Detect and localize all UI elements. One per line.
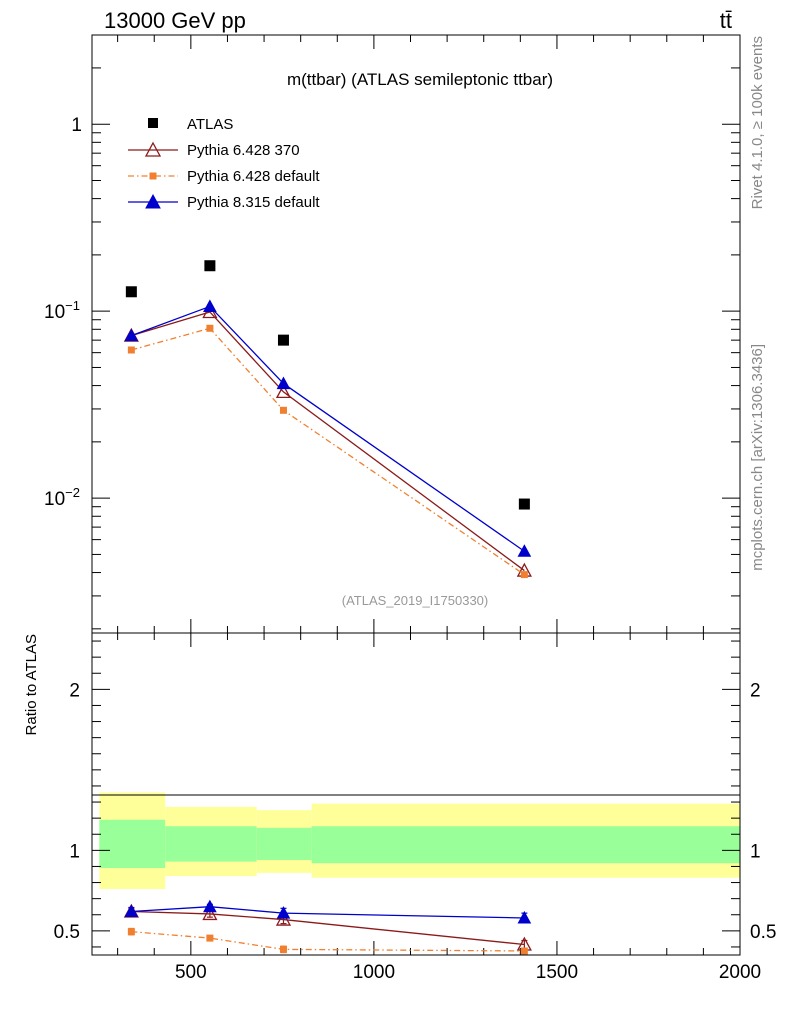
main-point-0-1 [204, 260, 216, 272]
ratio-series-2 [124, 899, 532, 924]
legend-atlas-label: ATLAS [187, 116, 233, 133]
ratio-xtick-label: 1000 [353, 962, 395, 983]
main-point-3-0 [124, 328, 139, 342]
ratio-series-0 [123, 903, 532, 951]
main-ytick-label: 10−2 [44, 485, 80, 510]
header-process-label: tt̄ [720, 8, 732, 33]
ratio-ylabel: Ratio to ATLAS [23, 634, 40, 735]
main-point-0-2 [277, 334, 289, 346]
ratio-point-2-2 [276, 906, 291, 919]
ratio-series-1 [127, 927, 528, 955]
ratio-series-marks [123, 899, 532, 955]
ratio-ytick-label-left: 1 [69, 841, 80, 862]
ratio-point-1-2 [279, 945, 287, 953]
ratio-band-inner-0 [99, 819, 166, 869]
legend-entry-pythia6-370: Pythia 6.428 370 [128, 141, 300, 159]
ratio-point-0-2 [275, 911, 292, 926]
main-point-2-3 [520, 571, 528, 579]
main-point-3-1 [203, 299, 217, 312]
ratio-point-2-0 [124, 904, 139, 918]
legend-pythia8-marker [145, 193, 161, 209]
ratio-ytick-label-right: 2 [750, 680, 761, 701]
main-ytick-label: 10−1 [44, 298, 80, 323]
main-point-0-0 [125, 286, 137, 298]
main-series-2 [127, 324, 528, 579]
legend-entry-pythia8: Pythia 8.315 default [128, 193, 320, 211]
legend-pythia6-370-label: Pythia 6.428 370 [187, 142, 300, 159]
ratio-band-inner-1 [165, 826, 257, 862]
ratio-band-inner-2 [256, 827, 312, 861]
main-point-3-3 [517, 544, 532, 557]
ratio-axis-ticks: 500 1000 1500 2000 0.5 0.5 1 1 2 2 [54, 633, 776, 983]
main-series-0 [125, 260, 530, 510]
rivet-version-label: Rivet 4.1.0, ≥ 100k events [749, 36, 766, 209]
legend-pythia6-default-label: Pythia 6.428 default [187, 168, 320, 185]
ratio-ytick-label-right: 1 [750, 841, 761, 862]
main-point-2-2 [279, 406, 287, 414]
ratio-series-line-1 [131, 931, 525, 952]
ratio-series-line-0 [131, 910, 525, 946]
main-ytick-label: 1 [71, 115, 82, 136]
ratio-point-0-1 [202, 906, 218, 921]
mcplots-label: mcplots.cern.ch [arXiv:1306.3436] [749, 344, 766, 571]
legend-pythia6-default-marker [149, 172, 157, 180]
ratio-point-2-3 [517, 910, 532, 924]
ratio-band-inner-3 [311, 826, 740, 864]
ratio-ytick-label-left: 2 [69, 680, 80, 701]
analysis-watermark: (ATLAS_2019_I1750330) [342, 593, 488, 608]
main-point-3-2 [276, 376, 291, 390]
main-series-line-3 [131, 305, 525, 552]
main-axis-ticks: 1 10−1 10−2 [44, 34, 741, 633]
ratio-point-1-0 [127, 928, 135, 936]
ratio-xtick-label: 1500 [536, 962, 578, 983]
ratio-point-1-1 [206, 934, 214, 942]
main-point-2-1 [206, 324, 214, 332]
ratio-ytick-label-left: 0.5 [54, 922, 80, 943]
header-energy-label: 13000 GeV pp [104, 8, 246, 33]
ratio-point-2-1 [203, 899, 217, 913]
ratio-series-line-2 [131, 906, 525, 919]
main-point-0-3 [518, 498, 530, 510]
main-title: m(ttbar) (ATLAS semileptonic ttbar) [287, 70, 553, 89]
legend-pythia6-370-marker [144, 141, 162, 157]
legend-entry-pythia6-default: Pythia 6.428 default [128, 168, 320, 185]
main-series-line-2 [131, 327, 525, 576]
legend: ATLAS Pythia 6.428 370 Pythia 6.428 defa… [128, 116, 320, 211]
main-series-marks [123, 260, 532, 579]
main-series-3 [124, 299, 532, 557]
ratio-uncertainty-bands [99, 792, 740, 889]
ratio-xtick-label: 500 [175, 962, 207, 983]
main-point-1-2 [275, 384, 292, 399]
legend-entry-atlas: ATLAS [148, 116, 233, 133]
ratio-xtick-label: 2000 [719, 962, 761, 983]
legend-atlas-marker [148, 118, 158, 128]
main-point-2-0 [127, 346, 135, 354]
ratio-panel-frame [91, 632, 741, 956]
legend-pythia8-label: Pythia 8.315 default [187, 194, 320, 211]
main-series-line-1 [131, 311, 525, 572]
ratio-point-1-3 [520, 947, 528, 955]
ratio-ytick-label-right: 0.5 [750, 922, 776, 943]
